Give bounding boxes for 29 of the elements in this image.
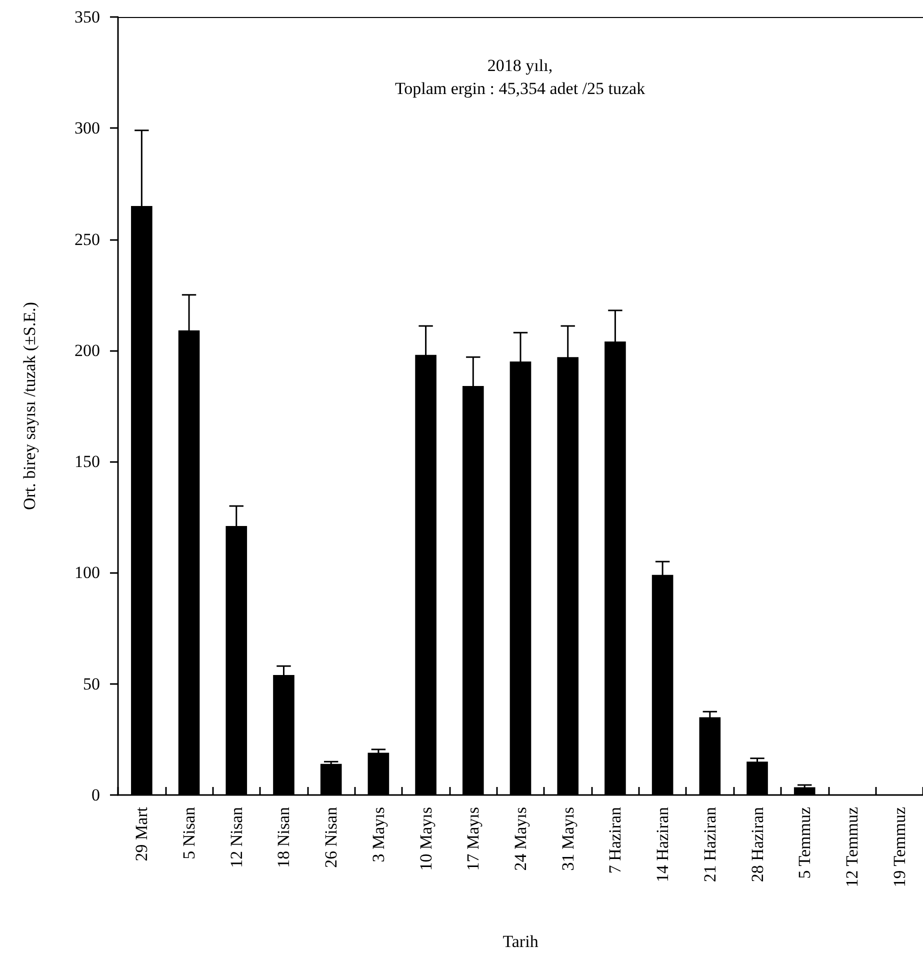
x-tick-label: 3 Mayıs <box>368 807 388 862</box>
x-tick-label: 17 Mayıs <box>464 807 483 871</box>
y-tick-label: 200 <box>74 340 100 360</box>
x-tick-label: 24 Mayıs <box>511 807 530 871</box>
y-tick-label: 300 <box>74 118 100 138</box>
y-tick-label: 50 <box>83 674 100 694</box>
y-tick-label: 250 <box>74 230 100 249</box>
x-tick-label: 14 Haziran <box>653 806 672 882</box>
x-tick-label: 19 Temmuz <box>890 806 909 888</box>
text: Toplam ergin : 45,354 adet /25 tuzak <box>394 79 646 98</box>
x-tick-label: 31 Mayıs <box>558 807 578 871</box>
x-tick-label: 21 Haziran <box>700 806 720 882</box>
y-axis-title: Ort. birey sayısı /tuzak (±S.E.) <box>20 302 39 510</box>
y-tick-label: 0 <box>92 786 100 804</box>
x-tick-label: 12 Nisan <box>226 806 246 868</box>
x-tick-label: 29 Mart <box>132 806 152 862</box>
y-tick-label: 100 <box>74 563 100 582</box>
x-tick-label: 26 Nisan <box>322 806 341 868</box>
x-tick-label: 5 Temmuz <box>795 806 814 879</box>
x-tick-label: 10 Mayıs <box>416 807 436 871</box>
x-tick-label: 28 Haziran <box>748 806 767 882</box>
x-tick-label: 12 Temmuz <box>842 806 862 888</box>
x-tick-label: 18 Nisan <box>274 806 294 868</box>
x-tick-label: 5 Nisan <box>180 806 199 860</box>
text: 2018 yılı, <box>487 56 553 75</box>
y-tick-label: 350 <box>74 8 100 26</box>
x-tick-label: 7 Haziran <box>606 806 625 874</box>
y-tick-label: 150 <box>74 452 100 472</box>
x-axis-title: Tarih <box>502 932 539 951</box>
